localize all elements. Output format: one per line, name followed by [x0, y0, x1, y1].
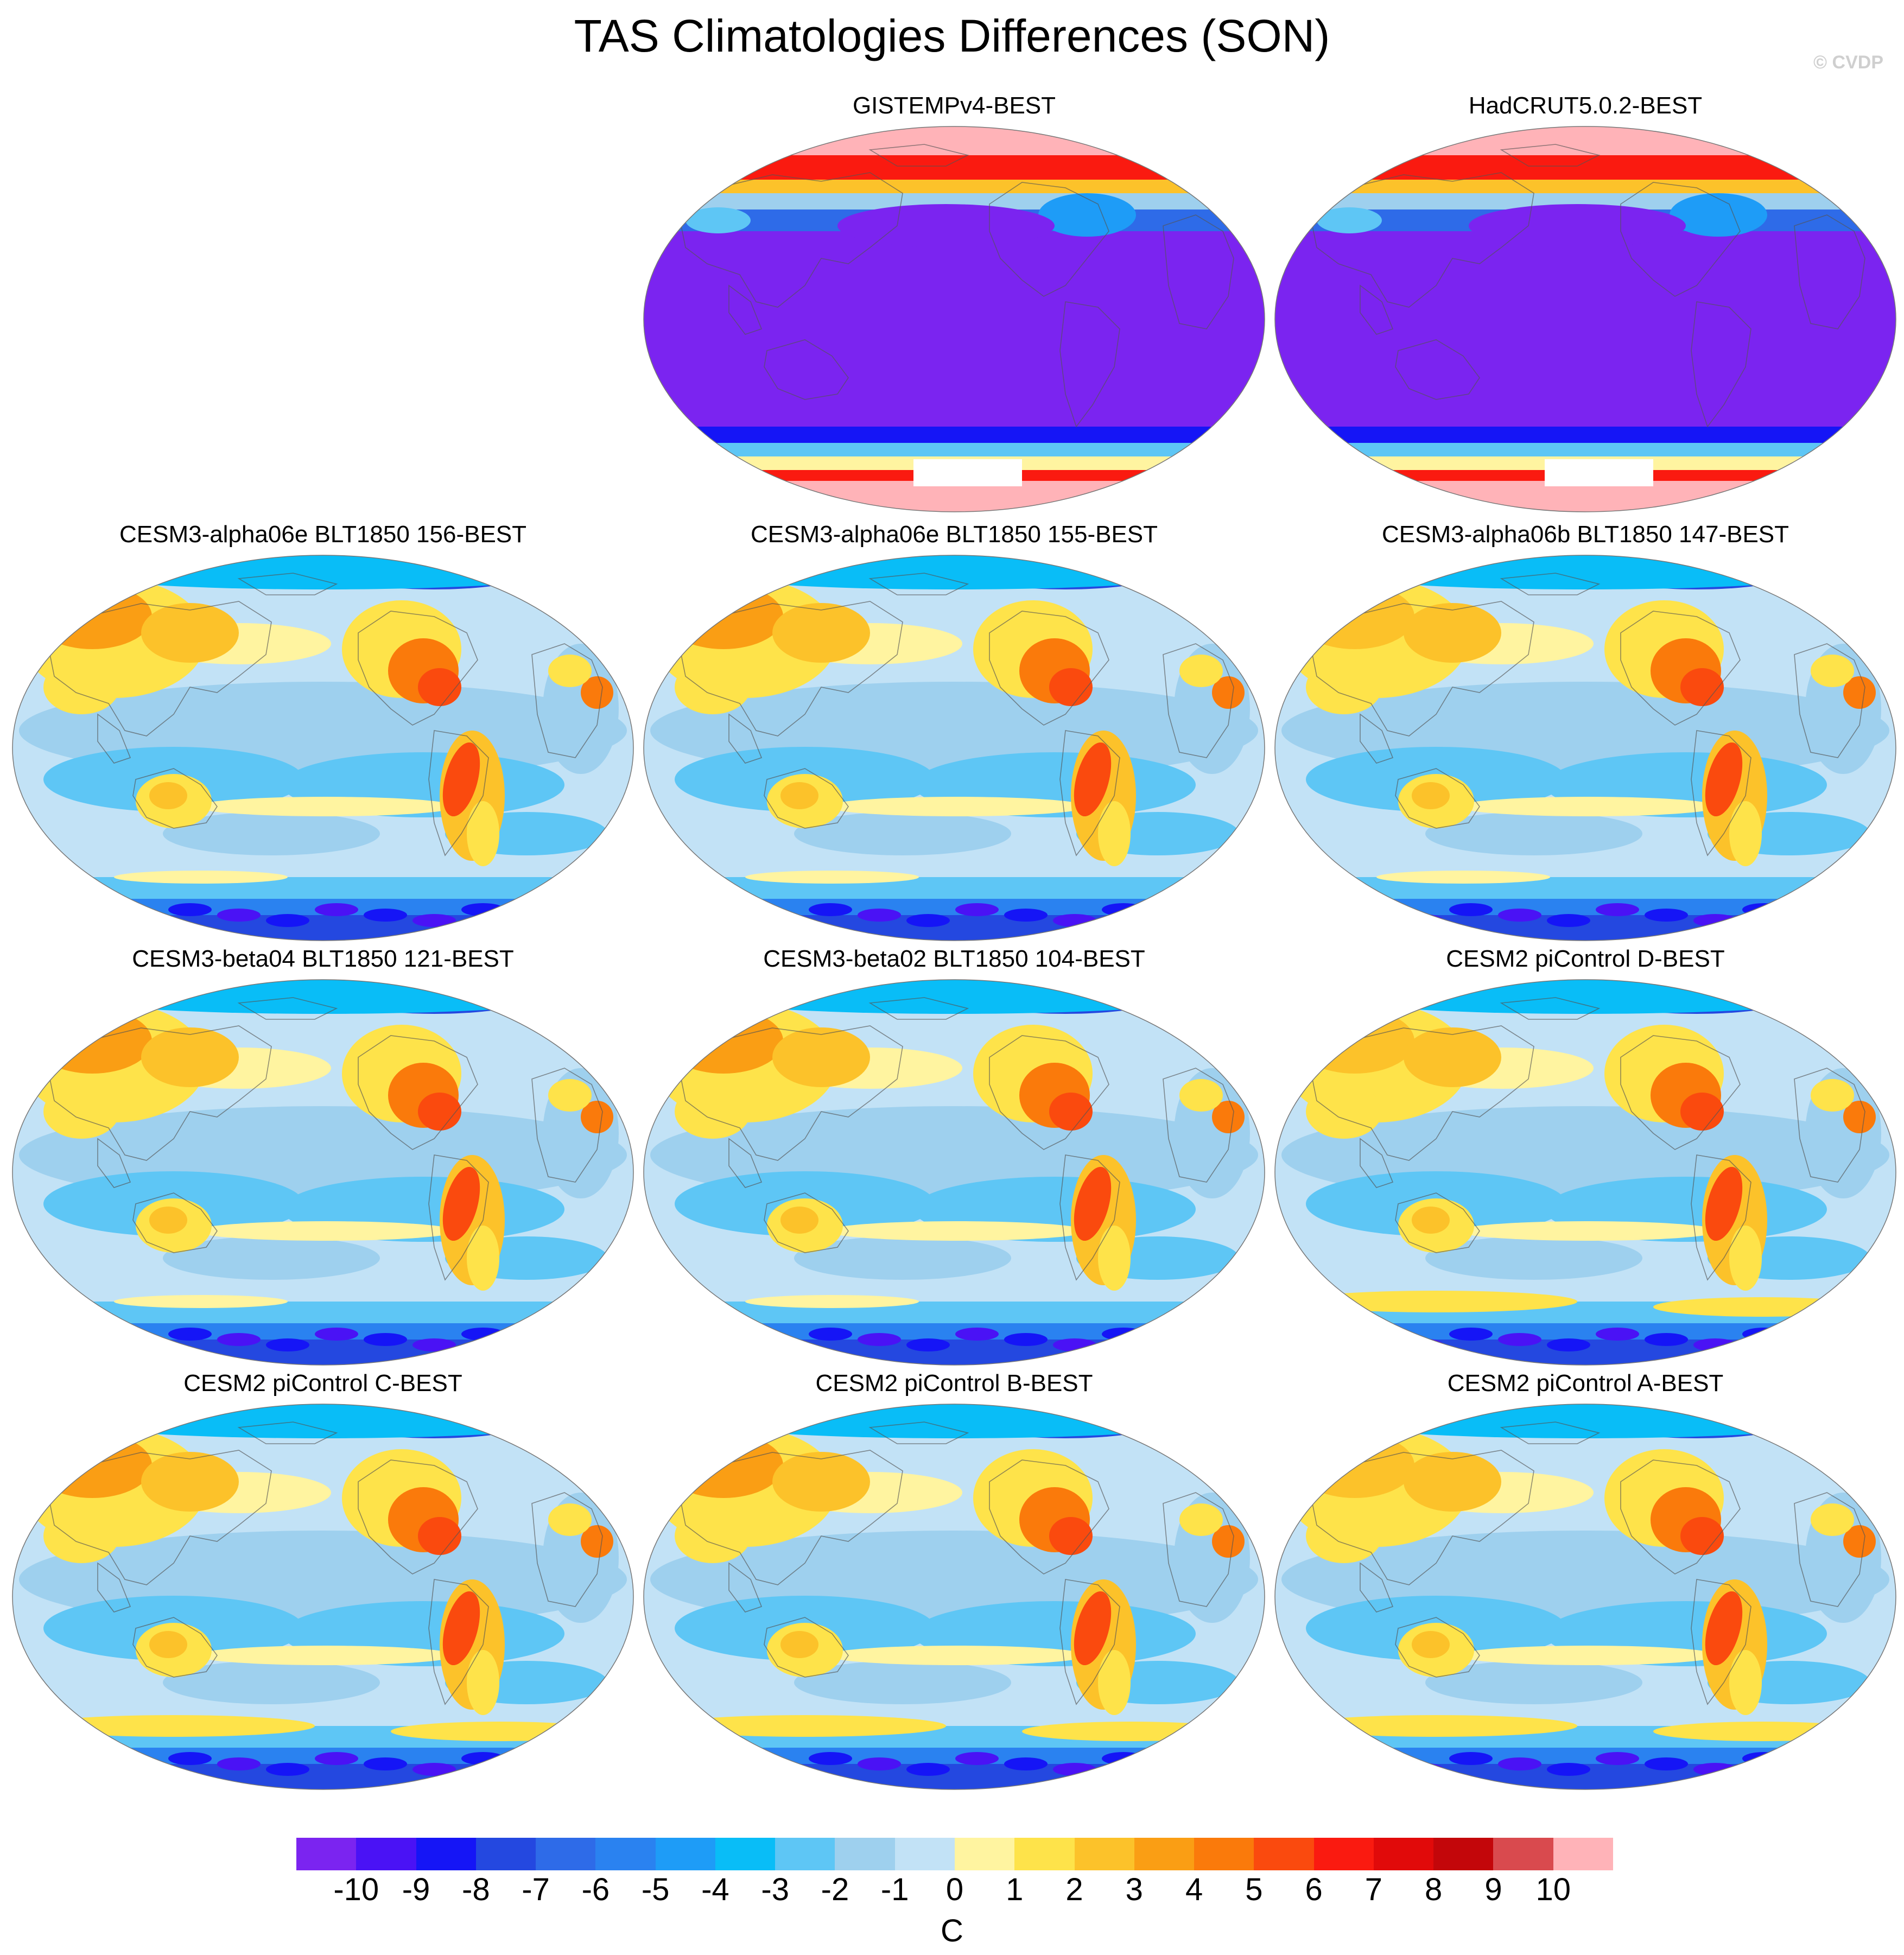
anomaly-map [1274, 1404, 1896, 1790]
map-panel: CESM2 piControl D-BEST [1273, 945, 1897, 1369]
colorbar-swatch [1553, 1838, 1614, 1870]
colorbar-swatch [416, 1838, 477, 1870]
colorbar-tick-label: 8 [1425, 1872, 1443, 1907]
colorbar-tick-label: -1 [880, 1872, 909, 1907]
colorbar-tick-label: -8 [462, 1872, 490, 1907]
map-panel: CESM2 piControl A-BEST [1273, 1370, 1897, 1793]
colorbar-tick-label: 5 [1245, 1872, 1263, 1907]
figure-title: TAS Climatologies Differences (SON) [574, 10, 1330, 61]
panel-title: CESM2 piControl A-BEST [1447, 1370, 1724, 1397]
panel-title: CESM3-beta02 BLT1850 104-BEST [763, 945, 1145, 972]
colorbar-swatch [1194, 1838, 1254, 1870]
colorbar-tick-label: 1 [1006, 1872, 1024, 1907]
colorbar-swatch [1134, 1838, 1195, 1870]
colorbar-swatch [835, 1838, 896, 1870]
colorbar-tick-label: 4 [1185, 1872, 1203, 1907]
colorbar-swatch [775, 1838, 835, 1870]
anomaly-map [12, 979, 634, 1366]
colorbar-tick-label: -7 [522, 1872, 550, 1907]
anomaly-map [12, 555, 634, 941]
colorbar-tick-label: 6 [1305, 1872, 1323, 1907]
colorbar-tick-label: 3 [1125, 1872, 1143, 1907]
colorbar-swatch [356, 1838, 417, 1870]
map-panel: CESM2 piControl B-BEST [642, 1370, 1266, 1793]
panel-title: GISTEMPv4-BEST [852, 92, 1056, 119]
colorbar-swatch [1014, 1838, 1075, 1870]
colorbar-tick-label: -4 [701, 1872, 729, 1907]
cvdp-credit: © CVDP [1813, 52, 1883, 73]
colorbar-tick-label: -2 [821, 1872, 849, 1907]
anomaly-map [1274, 126, 1896, 512]
anomaly-map [643, 979, 1265, 1366]
colorbar-swatch [296, 1838, 357, 1870]
panel-title: CESM3-alpha06e BLT1850 155-BEST [750, 521, 1158, 548]
colorbar-swatch [894, 1838, 955, 1870]
panel-title: CESM2 piControl D-BEST [1446, 945, 1725, 972]
colorbar-tick-label: -6 [581, 1872, 610, 1907]
colorbar-tick-label: 9 [1484, 1872, 1502, 1907]
map-panel: CESM3-alpha06e BLT1850 156-BEST [11, 521, 635, 944]
map-panel: HadCRUT5.0.2-BEST [1273, 92, 1897, 516]
colorbar-swatch [1493, 1838, 1554, 1870]
colorbar-swatch [536, 1838, 596, 1870]
colorbar-tick-label: 0 [945, 1872, 964, 1907]
colorbar-tick-label: -10 [333, 1872, 379, 1907]
colorbar-swatch [1373, 1838, 1434, 1870]
colorbar-swatch [715, 1838, 776, 1870]
anomaly-map [12, 1404, 634, 1790]
colorbar-swatch [595, 1838, 656, 1870]
panel-title: CESM3-beta04 BLT1850 121-BEST [132, 945, 514, 972]
colorbar-swatch [1433, 1838, 1494, 1870]
panel-title: CESM2 piControl B-BEST [815, 1370, 1093, 1397]
map-panel: GISTEMPv4-BEST [642, 92, 1266, 516]
anomaly-map [643, 126, 1265, 512]
colorbar-tick-label: -5 [641, 1872, 670, 1907]
panel-title: HadCRUT5.0.2-BEST [1468, 92, 1703, 119]
map-panel: CESM3-beta04 BLT1850 121-BEST [11, 945, 635, 1369]
anomaly-map [643, 1404, 1265, 1790]
map-panel: CESM3-beta02 BLT1850 104-BEST [642, 945, 1266, 1369]
colorbar-swatch [655, 1838, 716, 1870]
panel-title: CESM3-alpha06b BLT1850 147-BEST [1381, 521, 1789, 548]
panel-title: CESM2 piControl C-BEST [183, 1370, 462, 1397]
colorbar-swatch [475, 1838, 536, 1870]
panel-title: CESM3-alpha06e BLT1850 156-BEST [119, 521, 527, 548]
colorbar-swatch [1074, 1838, 1135, 1870]
colorbar-tick-label: -9 [402, 1872, 430, 1907]
colorbar-swatch [955, 1838, 1015, 1870]
map-panel: CESM2 piControl C-BEST [11, 1370, 635, 1793]
map-panel: CESM3-alpha06e BLT1850 155-BEST [642, 521, 1266, 944]
anomaly-map [643, 555, 1265, 941]
anomaly-map [1274, 979, 1896, 1366]
colorbar-units-label: C [941, 1913, 963, 1948]
colorbar-tick-label: -3 [761, 1872, 789, 1907]
colorbar [296, 1838, 1614, 1870]
map-panel: CESM3-alpha06b BLT1850 147-BEST [1273, 521, 1897, 944]
colorbar-swatch [1313, 1838, 1374, 1870]
colorbar-tick-label: 2 [1065, 1872, 1083, 1907]
anomaly-map [1274, 555, 1896, 941]
colorbar-swatch [1254, 1838, 1315, 1870]
colorbar-tick-label: 7 [1364, 1872, 1383, 1907]
colorbar-tick-label: 10 [1535, 1872, 1571, 1907]
colorbar-ticks: -10 -9 -8 -7 -6 -5 -4 -3 -2 -1 0 1 2 3 4 5 6 7 8 9 10 [296, 1871, 1613, 1910]
